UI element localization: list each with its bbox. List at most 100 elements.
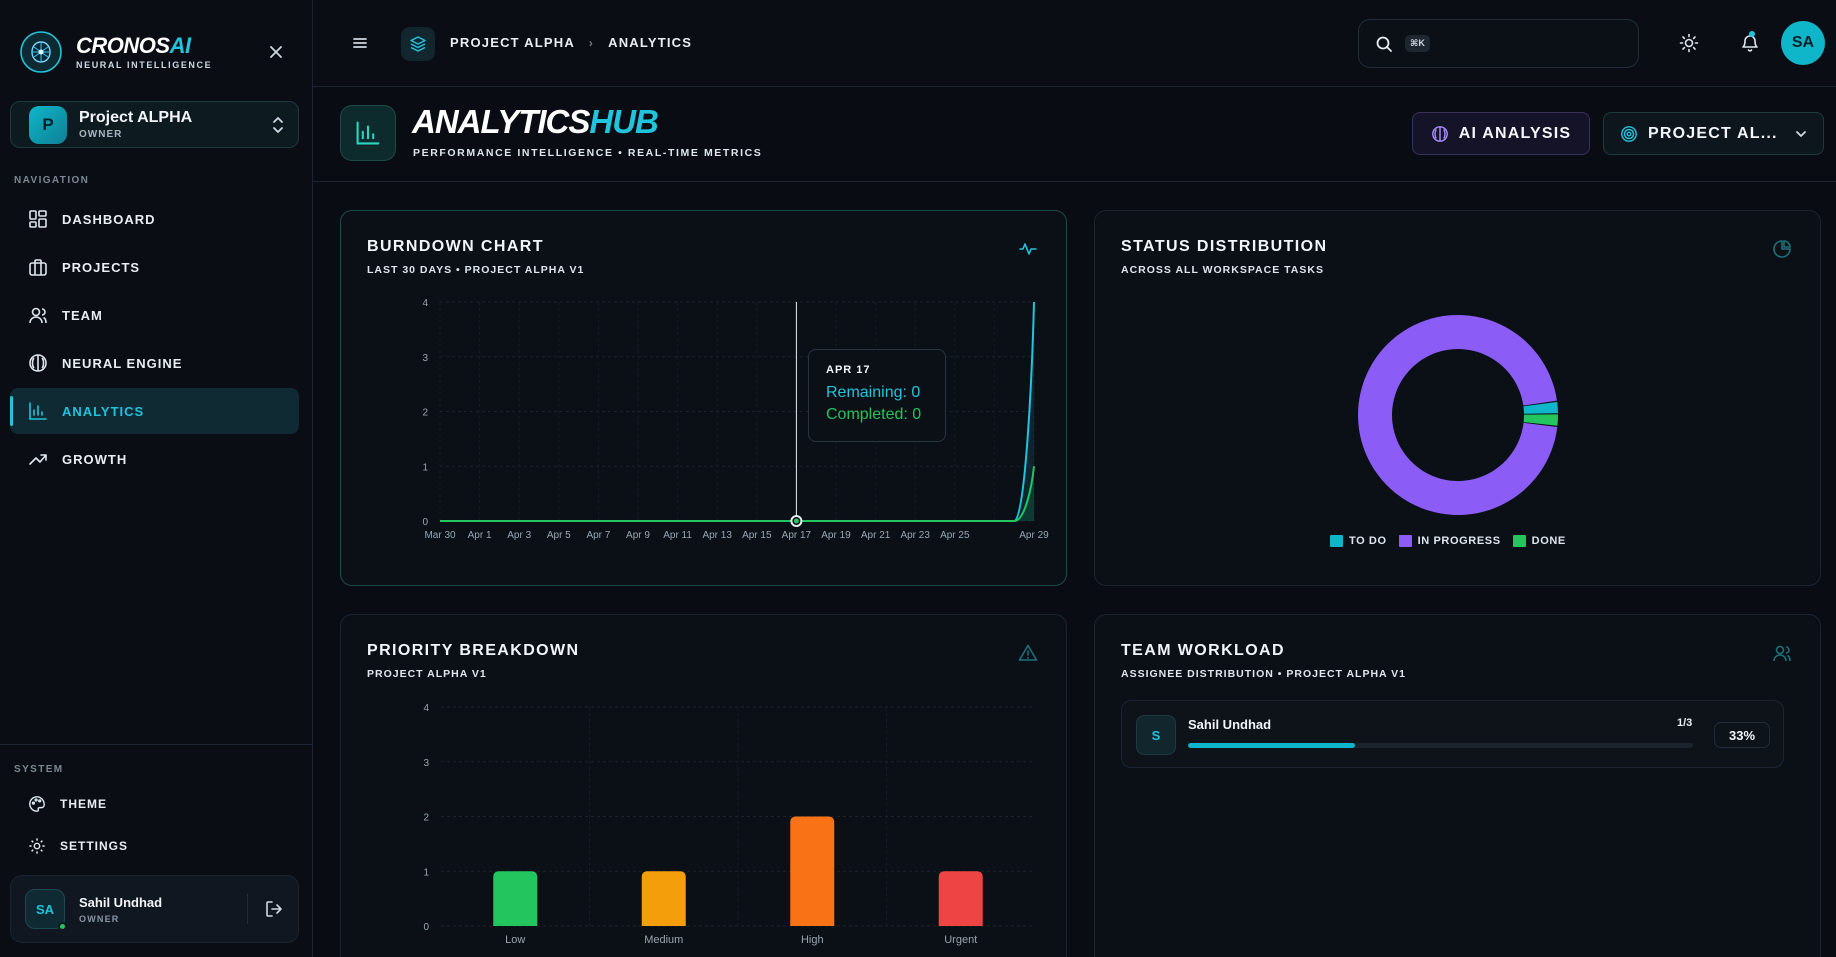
x-tick-label: Mar 30 — [424, 530, 456, 541]
y-tick-label: 1 — [423, 867, 429, 878]
chevrons-up-down-icon — [273, 116, 283, 133]
workload-progress-track — [1188, 743, 1693, 748]
close-icon — [270, 46, 282, 58]
activity-icon — [1019, 243, 1037, 255]
breadcrumb: PROJECT ALPHA › ANALYTICS — [450, 35, 692, 50]
avatar[interactable]: SA — [1781, 21, 1825, 65]
briefcase-icon — [29, 259, 47, 276]
project-name: Project ALPHA — [79, 109, 193, 126]
chart-legend: TO DO IN PROGRESS DONE — [1330, 535, 1578, 547]
breadcrumb-current: ANALYTICS — [608, 35, 693, 50]
sidebar-item-theme[interactable]: THEME — [10, 783, 299, 825]
card-title: TEAM WORKLOAD — [1121, 642, 1285, 659]
legend-item-done: DONE — [1512, 535, 1566, 547]
users-icon — [1773, 645, 1791, 662]
sidebar-item-label: PROJECTS — [62, 259, 141, 275]
avatar: S — [1136, 715, 1176, 755]
task-count: 1/3 — [1677, 717, 1693, 729]
nav-section-label: NAVIGATION — [14, 175, 90, 186]
y-tick-label: 0 — [423, 922, 429, 933]
sun-icon[interactable] — [1679, 33, 1699, 53]
x-tick-label: Apr 29 — [1019, 530, 1049, 541]
x-tick-label: Apr 7 — [586, 530, 610, 541]
tooltip-completed: Completed: 0 — [826, 406, 922, 423]
workload-row[interactable]: S Sahil Undhad 1/3 33% — [1121, 700, 1784, 768]
breadcrumb-project[interactable]: PROJECT ALPHA — [450, 35, 575, 50]
project-switcher[interactable]: P Project ALPHA OWNER — [10, 101, 299, 148]
bar-high — [790, 816, 835, 926]
x-tick-label: Apr 19 — [821, 530, 851, 541]
layers-icon — [401, 27, 435, 61]
search-icon — [1376, 36, 1392, 52]
gear-icon — [29, 838, 45, 854]
notification-dot — [1749, 31, 1755, 37]
workload-percent: 33% — [1714, 722, 1770, 748]
divider — [247, 894, 248, 924]
ai-analysis-button[interactable]: AI ANALYSIS — [1412, 112, 1590, 155]
legend-item-todo: TO DO — [1330, 535, 1387, 547]
y-tick-label: 2 — [422, 408, 428, 419]
sidebar-item-label: NEURAL ENGINE — [62, 355, 183, 371]
x-tick-label: Apr 25 — [940, 530, 970, 541]
y-tick-label: 3 — [423, 758, 429, 769]
shortcut-badge: ⌘K — [1405, 35, 1430, 52]
sidebar-divider — [0, 744, 313, 745]
x-tick-label: Low — [505, 934, 525, 946]
active-point-dot — [793, 518, 799, 524]
search-input[interactable] — [1437, 36, 1618, 51]
sidebar-item-neural-engine[interactable]: NEURAL ENGINE — [10, 340, 299, 386]
team-workload-card: TEAM WORKLOAD ASSIGNEE DISTRIBUTION • PR… — [1094, 614, 1821, 957]
sidebar-item-dashboard[interactable]: DASHBOARD — [10, 196, 299, 242]
y-tick-label: 4 — [423, 703, 429, 714]
logout-icon[interactable] — [264, 899, 284, 919]
card-title: STATUS DISTRIBUTION — [1121, 238, 1328, 255]
bar-medium — [641, 871, 686, 926]
sidebar-item-label: TEAM — [62, 307, 103, 323]
project-select-button[interactable]: PROJECT AL... — [1603, 112, 1824, 155]
project-avatar: P — [29, 105, 67, 144]
user-card: SA Sahil Undhad OWNER — [10, 875, 299, 943]
brain-icon — [1431, 125, 1448, 142]
sidebar-item-analytics[interactable]: ANALYTICS — [10, 388, 299, 434]
sidebar-item-label: ANALYTICS — [62, 403, 145, 419]
card-subtitle: PROJECT ALPHA V1 — [367, 668, 487, 680]
sidebar-item-projects[interactable]: PROJECTS — [10, 244, 299, 290]
sidebar-item-team[interactable]: TEAM — [10, 292, 299, 338]
donut-slice-to-do — [1523, 401, 1558, 414]
sidebar-nav: DASHBOARD PROJECTS TEAM NEURAL ENGINE AN… — [10, 196, 299, 484]
avatar[interactable]: SA — [25, 889, 67, 931]
priority-breakdown-card: PRIORITY BREAKDOWN PROJECT ALPHA V1 0 1 2 3… — [340, 614, 1067, 957]
x-tick-label: Apr 15 — [742, 530, 772, 541]
page-header: ANALYTICSHUB PERFORMANCE INTELLIGENCE • … — [313, 87, 1836, 182]
card-title: BURNDOWN CHART — [367, 238, 544, 255]
users-icon — [29, 307, 47, 324]
alert-triangle-icon — [1018, 644, 1038, 661]
series-area — [440, 466, 1034, 521]
brand[interactable]: CRONOSAI NEURAL INTELLIGENCE — [18, 29, 212, 75]
assignee-name: Sahil Undhad — [1188, 717, 1272, 732]
page-subtitle: PERFORMANCE INTELLIGENCE • REAL-TIME MET… — [413, 147, 763, 159]
sidebar-item-settings[interactable]: SETTINGS — [10, 825, 299, 867]
search-box[interactable]: ⌘K — [1358, 19, 1639, 68]
close-sidebar-button[interactable] — [266, 42, 286, 62]
chevron-right-icon: › — [588, 35, 595, 50]
y-tick-label: 3 — [422, 353, 428, 364]
brand-tagline: NEURAL INTELLIGENCE — [76, 59, 213, 70]
x-tick-label: Apr 11 — [663, 530, 692, 541]
hamburger-menu-icon[interactable] — [351, 34, 369, 52]
x-tick-label: High — [801, 934, 824, 946]
donut-slice-done — [1523, 414, 1558, 426]
y-tick-label: 4 — [422, 298, 428, 309]
page-title: ANALYTICSHUB — [412, 103, 659, 140]
pie-chart-icon — [1773, 240, 1791, 258]
user-role: OWNER — [79, 913, 120, 924]
x-tick-label: Apr 21 — [861, 530, 891, 541]
card-subtitle: ACROSS ALL WORKSPACE TASKS — [1121, 264, 1324, 276]
status-donut-chart — [1358, 314, 1558, 515]
x-tick-label: Apr 13 — [702, 530, 732, 541]
sidebar-item-growth[interactable]: GROWTH — [10, 436, 299, 482]
project-role: OWNER — [79, 129, 123, 140]
burndown-chart: 0 1 2 3 4 Mar 30 Apr 1 Apr 3 Apr 5 Apr 7 Apr 9 Apr … — [422, 298, 1049, 541]
x-tick-label: Apr 17 — [782, 530, 812, 541]
bar-low — [493, 871, 538, 926]
